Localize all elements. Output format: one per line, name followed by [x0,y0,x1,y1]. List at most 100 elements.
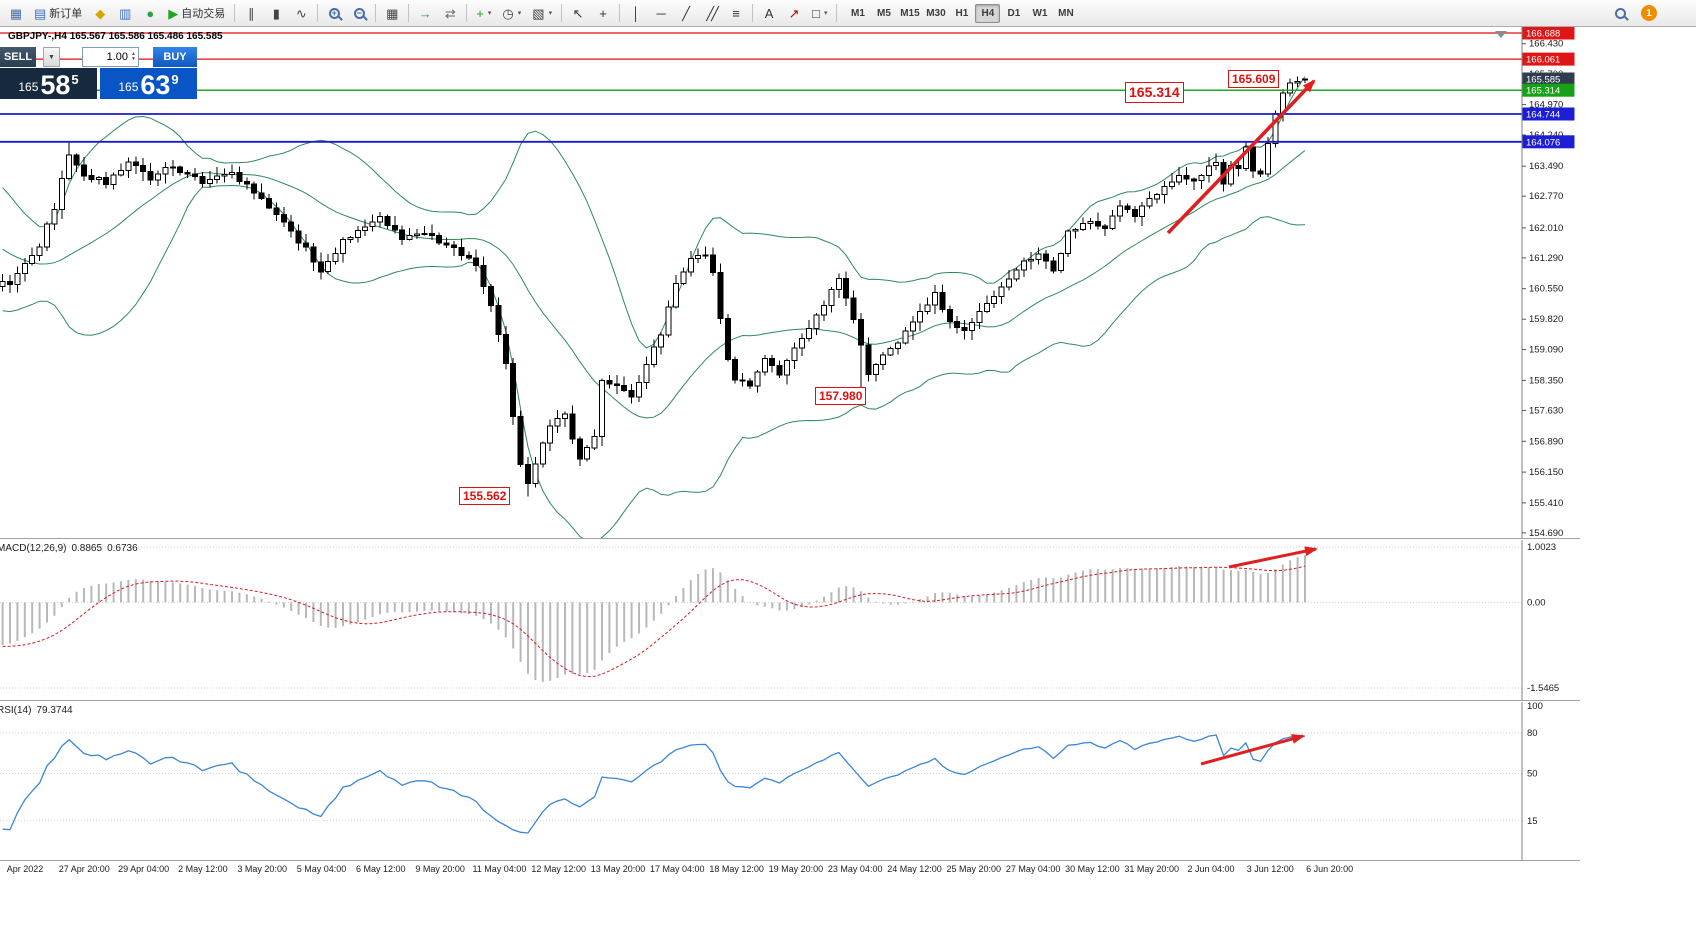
auto-scroll-button[interactable]: → [413,2,437,24]
zoom-in-button[interactable]: + [322,2,346,24]
notification-badge[interactable]: 1 [1641,5,1657,21]
text-label-button[interactable]: A [757,2,781,24]
timeframe-m15[interactable]: M15 [900,7,920,19]
price-tag [1522,27,1575,40]
arrow-objects-button[interactable]: ↗ [782,2,806,24]
timeframe-m1[interactable]: M1 [851,7,865,19]
chevron-down-icon: ▾ [517,10,522,17]
indicators-button[interactable]: + ▾ [471,2,496,24]
toolbar-separator [836,4,838,22]
price-axis-label: 164.970 [1529,100,1563,111]
buy-button[interactable]: BUY [153,47,197,67]
cursor-button[interactable]: ↖ [566,2,590,24]
time-axis-label: 17 May 04:00 [650,864,705,874]
price-label-annotation[interactable]: 165.314 [1125,82,1184,103]
macd-main-value: 0.8865 [71,543,103,554]
vertical-line-button[interactable]: │ [624,2,648,24]
chart-ohlc-header: GBPJPY-,H4 165.567 165.586 165.486 165.5… [8,31,223,42]
autotrading-icon: ▶ [168,5,179,21]
macd-axis-label: 1.0023 [1527,542,1556,553]
timeframe-h1[interactable]: H1 [955,7,969,19]
rsi-axis-label: 15 [1527,816,1538,827]
chart-shift-marker-icon[interactable] [1495,31,1507,38]
bar-chart-icon: ∥ [248,5,255,21]
panel-divider[interactable] [0,700,1580,701]
timeframe-mn[interactable]: MN [1058,7,1074,19]
bollinger-bands [2,76,1306,538]
timeframe-m30[interactable]: M30 [926,7,946,19]
line-chart-button[interactable]: ∿ [289,2,313,24]
chart-shift-button[interactable]: ⇄ [438,2,462,24]
timeframe-toolbar: M1 M5 M15 M30 H1 H4 D1 W1 MN [845,3,1078,23]
spin-up-icon[interactable]: ▲ [131,51,136,57]
time-axis-label: 13 May 20:00 [590,864,646,874]
templates-button[interactable]: ▧ ▾ [527,2,557,24]
volume-stepper[interactable]: ▲ ▼ [131,52,136,62]
price-axis-label: 156.890 [1529,436,1563,447]
timeframe-m5[interactable]: M5 [877,7,891,19]
trendline-button[interactable]: ╱ [674,2,698,24]
equidistant-channel-icon: ╱╱ [706,5,719,21]
timeframe-d1[interactable]: D1 [1007,7,1021,19]
crosshair-icon: + [599,5,607,21]
cursor-icon: ↖ [572,5,584,21]
buy-price[interactable]: 165 63 9 [100,68,197,99]
time-axis-label: 27 Apr 20:00 [58,864,110,874]
timeframe-h4[interactable]: H4 [975,3,1001,23]
periods-button[interactable]: ◷ ▾ [497,2,526,24]
bb-lower-band [2,184,1306,538]
price-label-annotation[interactable]: 157.980 [815,387,867,406]
mql-community-button[interactable]: ● [138,2,162,24]
shapes-button[interactable]: □ ▾ [807,2,832,24]
panel-divider[interactable] [0,538,1580,539]
bb-upper-band [2,76,1306,349]
time-axis[interactable]: Apr 2022 27 Apr 20:00 29 Apr 04:00 2 May 12… [0,861,1580,880]
time-axis-label: 12 May 12:00 [531,864,586,874]
price-chart-canvas[interactable]: 166.430165.700164.970164.240163.490162.7… [0,27,1580,538]
price-axis-label: 157.630 [1529,405,1563,416]
zoom-out-button[interactable]: − [347,2,371,24]
candlestick-chart-button[interactable]: ▮ [264,2,288,24]
vertical-line-icon: │ [632,5,641,21]
bar-chart-button[interactable]: ∥ [239,2,263,24]
sell-button[interactable]: SELL [0,47,36,67]
metaeditor-button[interactable]: ◆ [88,2,112,24]
trade-options-dropdown[interactable]: ▼ [43,47,60,67]
equidistant-channel-button[interactable]: ╱╱ [699,2,723,24]
sell-price[interactable]: 165 58 5 [0,68,97,99]
price-label-annotation[interactable]: 165.609 [1228,70,1280,89]
sell-price-pip: 5 [71,72,79,87]
price-axis-label: 161.290 [1529,253,1563,264]
trend-arrow[interactable] [1200,734,1305,766]
buy-price-pip: 9 [171,72,179,87]
chart-window[interactable]: 166.430165.700164.970164.240163.490162.7… [0,27,1696,880]
trendline-icon: ╱ [682,5,690,21]
trend-arrow[interactable] [1228,546,1318,569]
market-depth-button[interactable]: ▥ [113,2,137,24]
timeframe-w1[interactable]: W1 [1032,7,1048,19]
macd-signal-value: 0.6736 [107,543,138,554]
macd-signal-line [2,565,1306,678]
new-order-button[interactable]: ▤ 新订单 [29,2,87,24]
time-axis-label: 3 Jun 12:00 [1246,864,1294,874]
search-icon [1614,7,1626,19]
macd-panel-canvas[interactable]: 1.0023 0.00 -1.5465 [0,540,1580,700]
rsi-panel-canvas[interactable]: 100 80 50 15 [0,702,1580,860]
volume-input[interactable]: 1.00 ▲ ▼ [82,47,139,67]
macd-axis-label: 0.00 [1527,597,1546,608]
price-tag-label: 165.314 [1526,86,1560,97]
metaeditor-icon: ◆ [95,5,106,21]
auto-scroll-icon: → [418,5,432,21]
trend-arrow[interactable] [1166,79,1316,235]
spin-down-icon[interactable]: ▼ [131,56,136,62]
chart-window-button[interactable]: ▦ [4,2,28,24]
price-tag [1522,107,1575,121]
price-label-annotation[interactable]: 155.562 [459,487,511,506]
search-button[interactable] [1608,2,1632,24]
fibonacci-button[interactable]: ≡ [724,2,748,24]
autotrading-button[interactable]: ▶ 自动交易 [163,2,230,24]
crosshair-button[interactable]: + [591,2,615,24]
tile-windows-button[interactable]: ▦ [380,2,404,24]
price-axis-label: 158.350 [1529,375,1563,386]
horizontal-line-button[interactable]: ─ [649,2,673,24]
